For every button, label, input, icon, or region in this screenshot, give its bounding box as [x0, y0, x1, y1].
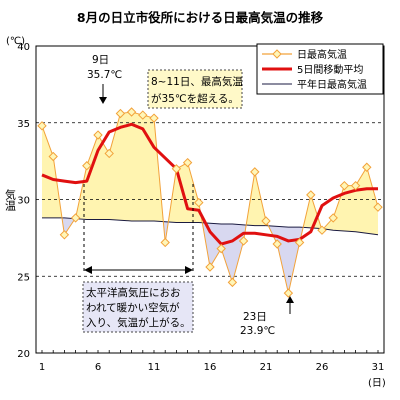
x-tick-label-21: 21	[260, 362, 273, 373]
fill-region-2	[75, 112, 164, 222]
data-point-day-15	[194, 197, 204, 208]
data-point-day-5	[82, 161, 92, 171]
peak-arrow-head	[99, 97, 107, 104]
peak-temp-label: 35.7℃	[87, 69, 122, 81]
data-point-day-23	[283, 288, 294, 298]
data-point-day-6	[93, 130, 103, 140]
data-point-day-11	[149, 113, 159, 123]
x-tick-label-31: 31	[372, 362, 385, 373]
y-tick-label-25: 25	[17, 272, 30, 283]
y-tick-label-20: 20	[17, 349, 30, 360]
x-ticks: 1 6 11 16 21 26 31	[39, 350, 385, 373]
y-tick-label-40: 40	[17, 42, 30, 53]
data-point-day-9	[126, 107, 137, 117]
range-note-line-1: 8~11日、最高気温	[151, 75, 243, 88]
y-axis-label: 気温	[4, 188, 17, 211]
x-unit-label: (日)	[368, 378, 386, 389]
x-tick-label-6: 6	[95, 362, 101, 373]
cause-note-box	[82, 281, 194, 333]
data-point-day-10	[138, 110, 148, 120]
data-point-day-29	[350, 180, 361, 191]
data-point-day-24	[294, 237, 305, 248]
data-point-day-14	[182, 157, 193, 168]
y-unit-label: (℃)	[6, 36, 25, 47]
legend-label-moving-average: 5日間移動平均	[297, 63, 363, 76]
peak-day-label: 9日	[92, 54, 109, 66]
data-point-day-25	[306, 190, 316, 200]
x-tick-label-11: 11	[148, 362, 161, 373]
series-layer	[37, 107, 383, 298]
x-tick-label-26: 26	[316, 362, 329, 373]
fill-region-3	[163, 221, 169, 243]
y-tick-label-35: 35	[17, 119, 30, 130]
cause-note-line-1: 太平洋高気圧におお	[86, 286, 181, 299]
data-point-day-28	[339, 180, 350, 191]
data-point-day-12	[160, 237, 170, 248]
cause-note-line-3: 入り、気温が上がる。	[86, 316, 191, 329]
range-arrow-left	[84, 266, 92, 274]
range-arrow-right	[185, 266, 193, 274]
x-tick-label-1: 1	[39, 362, 45, 373]
y-tick-label-30: 30	[17, 196, 30, 207]
cause-note-line-2: われて暖かい空気が	[86, 301, 180, 314]
data-point-day-1	[37, 121, 47, 131]
data-point-day-20	[250, 167, 260, 177]
fill-region-6	[246, 171, 269, 226]
series-line-moving-average	[41, 122, 378, 246]
low-temp-label: 23.9℃	[240, 325, 275, 337]
data-point-day-27	[328, 213, 338, 223]
fill-region-1	[61, 217, 76, 235]
low-arrow-head	[286, 296, 294, 303]
data-point-day-8	[115, 108, 126, 119]
legend-marker-daily-max	[272, 49, 282, 59]
data-point-day-31	[373, 202, 383, 212]
annotations: 9日 35.7℃ 8~11日、最高気温 が35℃を超える。 太平洋高気圧におお …	[82, 54, 294, 337]
data-point-day-13	[171, 164, 182, 174]
grid-layer	[36, 122, 384, 277]
data-point-day-18	[227, 277, 238, 288]
data-point-day-16	[205, 262, 215, 272]
legend: 日最高気温 5日間移動平均 平年日最高気温	[256, 43, 384, 95]
y-ticks: 20 25 30 35 40	[17, 42, 30, 360]
data-point-day-17	[216, 243, 226, 254]
data-point-day-2	[48, 151, 58, 162]
x-tick-label-16: 16	[204, 362, 217, 373]
legend-label-normal: 平年日最高気温	[297, 78, 367, 91]
data-point-day-4	[70, 213, 81, 223]
fill-region-4	[168, 162, 203, 223]
data-point-day-30	[362, 162, 372, 172]
data-point-day-22	[272, 239, 282, 249]
range-note-line-2: が35℃を超える。	[151, 92, 239, 105]
data-point-day-3	[59, 230, 70, 240]
legend-label-daily-max: 日最高気温	[297, 48, 347, 61]
data-point-day-19	[238, 236, 249, 246]
data-point-day-7	[104, 148, 114, 159]
data-point-day-26	[317, 225, 327, 235]
fill-region-0	[42, 125, 62, 218]
low-day-label: 23日	[243, 311, 267, 323]
range-note-box	[147, 69, 243, 109]
data-point-day-21	[261, 216, 271, 226]
chart-title: 8月の日立市役所における日最高気温の推移	[77, 10, 324, 25]
